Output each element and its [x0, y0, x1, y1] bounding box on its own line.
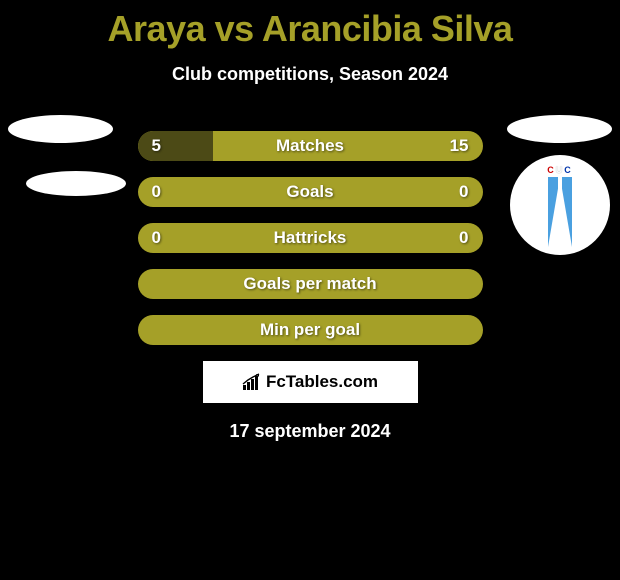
- ellipse-icon: [507, 115, 612, 143]
- subtitle: Club competitions, Season 2024: [0, 64, 620, 85]
- chart-icon: [242, 373, 262, 391]
- right-player-decor: CUC: [507, 115, 612, 255]
- bar-row: 0 Goals 0: [138, 177, 483, 207]
- club-badge: CUC: [510, 155, 610, 255]
- bar-right-value: 0: [459, 182, 468, 202]
- logo-text: FcTables.com: [266, 372, 378, 392]
- ellipse-icon: [26, 171, 126, 196]
- bar-left-value: 5: [152, 136, 161, 156]
- bar-label: Goals: [286, 182, 333, 202]
- page-title: Araya vs Arancibia Silva: [0, 0, 620, 50]
- bar-left-value: 0: [152, 182, 161, 202]
- left-player-decor: [8, 115, 126, 196]
- bar-fill: [138, 131, 214, 161]
- date-label: 17 september 2024: [0, 421, 620, 442]
- bar-row: 5 Matches 15: [138, 131, 483, 161]
- source-logo: FcTables.com: [203, 361, 418, 403]
- badge-letters: CUC: [547, 165, 573, 175]
- bar-label: Goals per match: [243, 274, 376, 294]
- comparison-bars: 5 Matches 15 0 Goals 0 0 Hattricks 0 Goa…: [138, 131, 483, 345]
- ellipse-icon: [8, 115, 113, 143]
- bar-row: Min per goal: [138, 315, 483, 345]
- bar-right-value: 15: [450, 136, 469, 156]
- bar-label: Matches: [276, 136, 344, 156]
- bar-label: Min per goal: [260, 320, 360, 340]
- pennant-icon: [548, 177, 572, 247]
- bar-right-value: 0: [459, 228, 468, 248]
- bar-label: Hattricks: [274, 228, 347, 248]
- bar-row: 0 Hattricks 0: [138, 223, 483, 253]
- bar-left-value: 0: [152, 228, 161, 248]
- bar-row: Goals per match: [138, 269, 483, 299]
